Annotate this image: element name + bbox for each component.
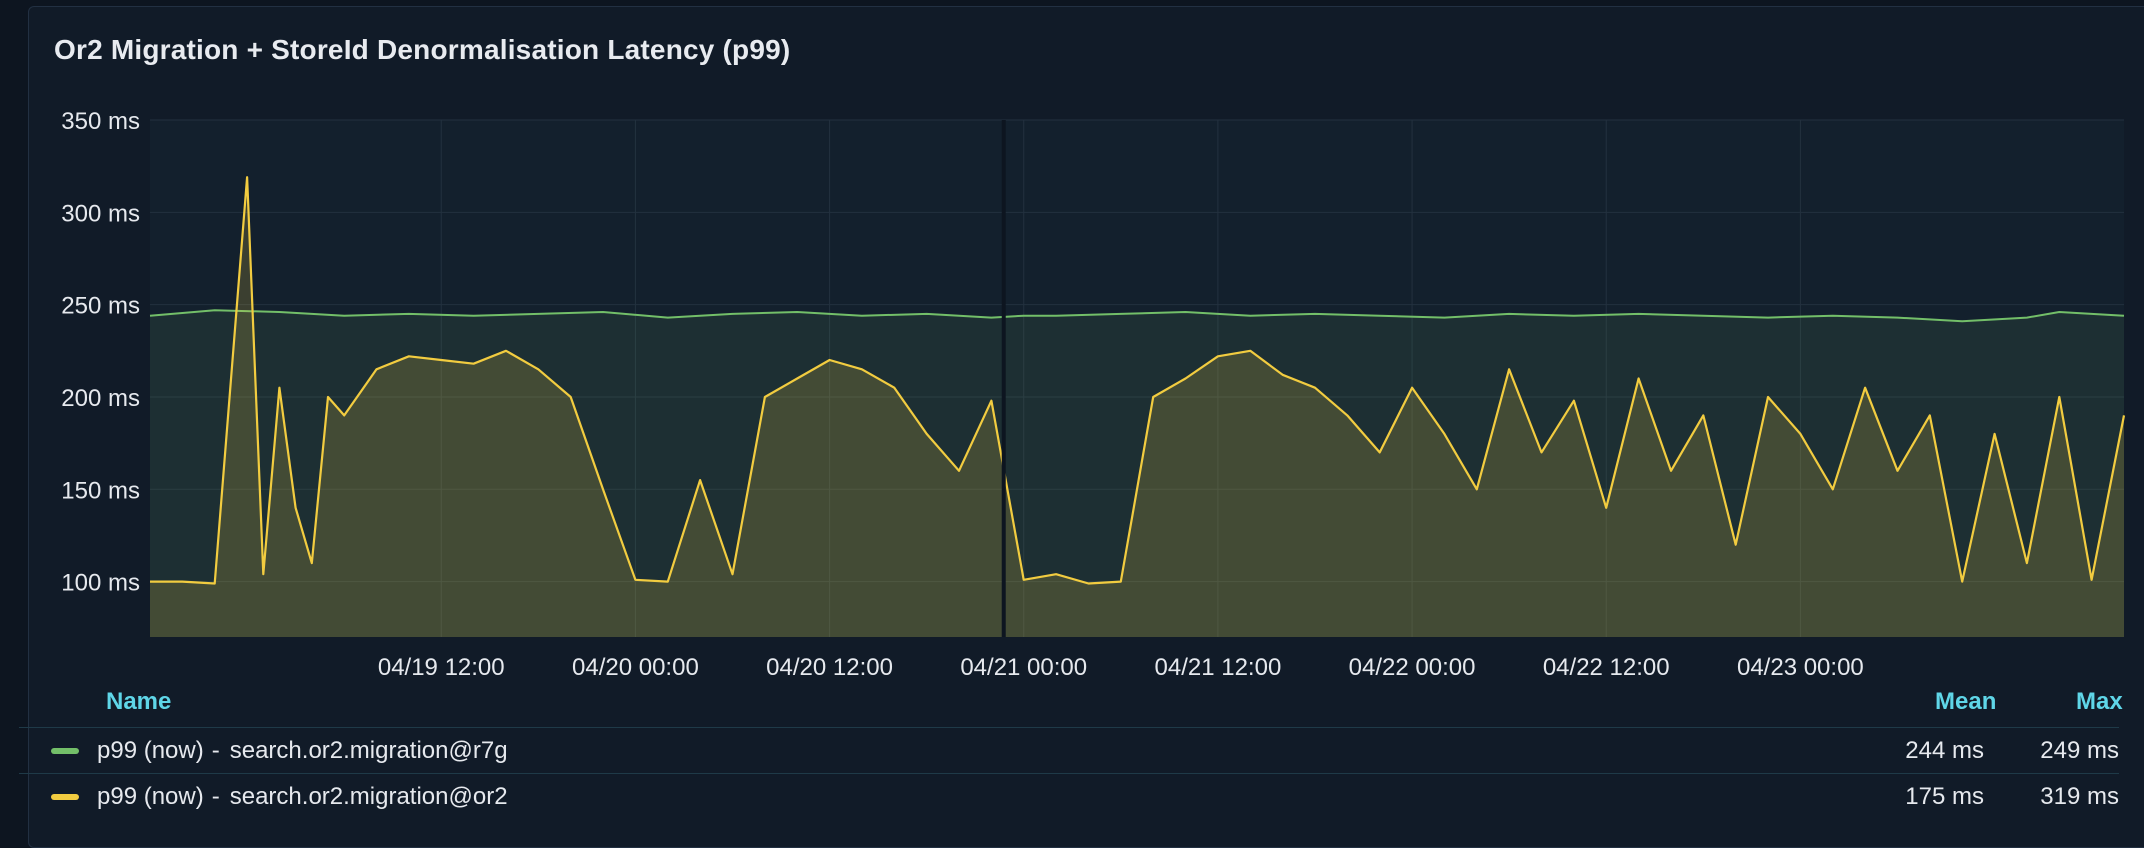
x-tick-label: 04/22 00:00 — [1349, 654, 1476, 681]
data-gap-marker — [1001, 120, 1006, 637]
plot-area — [150, 120, 2124, 637]
y-tick-label: 350 ms — [61, 108, 140, 135]
series-color-swatch — [51, 794, 79, 800]
series-area-fill — [150, 310, 2124, 637]
x-tick-label: 04/20 00:00 — [572, 654, 699, 681]
legend-max-value: 319 ms — [2040, 783, 2119, 810]
legend-separator: - — [211, 783, 220, 810]
legend-series-prefix: p99 (now) — [97, 737, 204, 764]
legend-series-prefix: p99 (now) — [97, 783, 204, 810]
x-tick-label: 04/22 12:00 — [1543, 654, 1670, 681]
y-tick-label: 150 ms — [61, 477, 140, 504]
series-area-fill — [150, 177, 2124, 637]
legend-mean-header[interactable]: Mean — [1935, 688, 1997, 715]
legend-mean-value: 244 ms — [1905, 737, 1984, 764]
y-tick-label: 300 ms — [61, 200, 140, 227]
legend-name-header[interactable]: Name — [106, 688, 172, 715]
legend-max-value: 249 ms — [2040, 737, 2119, 764]
series-line — [150, 176, 2126, 585]
series-line — [149, 309, 2125, 323]
x-tick-label: 04/20 12:00 — [766, 654, 893, 681]
legend-series-name: search.or2.migration@or2 — [229, 783, 508, 810]
legend-row-r7g[interactable]: p99 (now) - search.or2.migration@r7g 244 m… — [19, 727, 2119, 772]
legend-separator: - — [211, 737, 220, 764]
x-tick-label: 04/23 00:00 — [1737, 654, 1864, 681]
legend-series-name: search.or2.migration@r7g — [229, 737, 508, 764]
legend-mean-value: 175 ms — [1905, 783, 1984, 810]
y-tick-label: 100 ms — [61, 570, 140, 597]
legend-row-or2[interactable]: p99 (now) - search.or2.migration@or2 175 m… — [19, 773, 2119, 818]
x-tick-label: 04/19 12:00 — [378, 654, 505, 681]
x-tick-label: 04/21 12:00 — [1155, 654, 1282, 681]
legend-series-label[interactable]: p99 (now) - search.or2.migration@r7g — [97, 737, 508, 765]
y-tick-label: 250 ms — [61, 293, 140, 320]
y-tick-label: 200 ms — [61, 385, 140, 412]
series-color-swatch — [51, 748, 79, 754]
legend-max-header[interactable]: Max — [2076, 688, 2123, 715]
x-tick-label: 04/21 00:00 — [960, 654, 1087, 681]
panel-title: Or2 Migration + StoreId Denormalisation … — [54, 34, 791, 65]
legend-series-label[interactable]: p99 (now) - search.or2.migration@or2 — [97, 783, 508, 811]
